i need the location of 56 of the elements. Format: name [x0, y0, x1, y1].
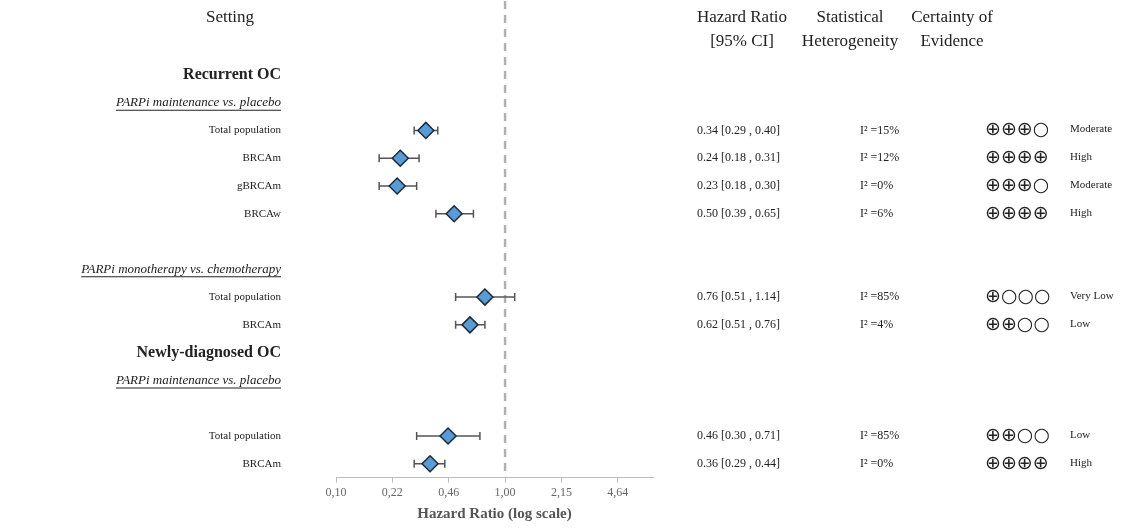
- data-label: 0.50 [0.39 , 0.65]: [697, 205, 780, 220]
- text: Moderate: [1070, 122, 1113, 135]
- x-tick-label: 0,46: [438, 484, 460, 499]
- data-label: 0.62 [0.51 , 0.76]: [697, 317, 780, 331]
- y-tick-label: BRCAm: [242, 317, 282, 330]
- text: Hazard Ratio [95% CI]: [696, 7, 788, 51]
- text: I² =4%: [860, 317, 894, 331]
- text: ⊕⊕⊕○: [985, 117, 1050, 140]
- text: High: [1070, 205, 1093, 218]
- text: High: [1070, 455, 1093, 468]
- y-tick-label: Total population: [208, 123, 282, 136]
- y-tick-label: BRCAw: [244, 206, 282, 219]
- text: Certainty of Evidence: [911, 7, 994, 51]
- y-tick-label: Recurrent OC: [183, 65, 281, 83]
- y-axis-title: Setting: [205, 7, 255, 27]
- text: High: [1070, 150, 1093, 163]
- data-label: 0.46 [0.30 , 0.71]: [697, 428, 780, 443]
- text: ⊕⊕⊕⊕: [985, 450, 1049, 473]
- y-tick-label: gBRCAm: [236, 178, 282, 191]
- data-label: 0.34 [0.29 , 0.40]: [697, 122, 780, 137]
- x-tick-label: 4,64: [607, 484, 629, 499]
- text: I² =6%: [860, 205, 894, 220]
- x-axis-title: Hazard Ratio (log scale): [417, 504, 572, 522]
- x-tick-label: 0,10: [325, 484, 347, 499]
- text: ⊕⊕○○: [985, 311, 1050, 334]
- y-tick-label: Newly-diagnosed OC: [136, 342, 281, 361]
- text: I² =0%: [860, 455, 894, 470]
- text: ⊕⊕⊕⊕: [985, 145, 1049, 168]
- y-tick-label: Total population: [208, 428, 282, 441]
- text: I² =85%: [860, 428, 900, 443]
- text: ⊕⊕⊕○: [985, 172, 1050, 195]
- text: ⊕⊕⊕⊕: [985, 200, 1049, 223]
- y-tick-label: PARPi maintenance vs. placebo: [114, 94, 282, 110]
- data-label: 0.24 [0.18 , 0.31]: [697, 150, 780, 165]
- y-tick-label: PARPi maintenance vs. placebo: [114, 371, 282, 387]
- text: Low: [1070, 316, 1091, 329]
- data-label: 0.76 [0.51 , 1.14]: [697, 289, 780, 304]
- x-tick-label: 1,00: [494, 484, 516, 499]
- data-label: 0.36 [0.29 , 0.44]: [697, 455, 780, 470]
- text: Very Low: [1070, 288, 1114, 301]
- x-tick-label: 2,15: [550, 484, 572, 499]
- text: I² =0%: [860, 178, 894, 193]
- text: ⊕⊕○○: [985, 422, 1050, 445]
- text: I² =15%: [860, 122, 900, 137]
- y-tick-label: BRCAm: [242, 151, 282, 164]
- data-label: 0.23 [0.18 , 0.30]: [697, 178, 780, 193]
- text: ⊕○○○: [985, 284, 1051, 307]
- y-tick-label: BRCAm: [242, 456, 282, 469]
- text: Low: [1070, 427, 1091, 440]
- y-tick-label: PARPi monotherapy vs. chemotherapy: [80, 260, 282, 276]
- text: I² =12%: [860, 150, 900, 165]
- x-tick-label: 0,22: [381, 484, 403, 499]
- text: Moderate: [1070, 177, 1113, 190]
- y-tick-label: Total population: [208, 289, 282, 302]
- text: Statistical Heterogeneity: [801, 7, 899, 51]
- text: I² =85%: [860, 289, 900, 304]
